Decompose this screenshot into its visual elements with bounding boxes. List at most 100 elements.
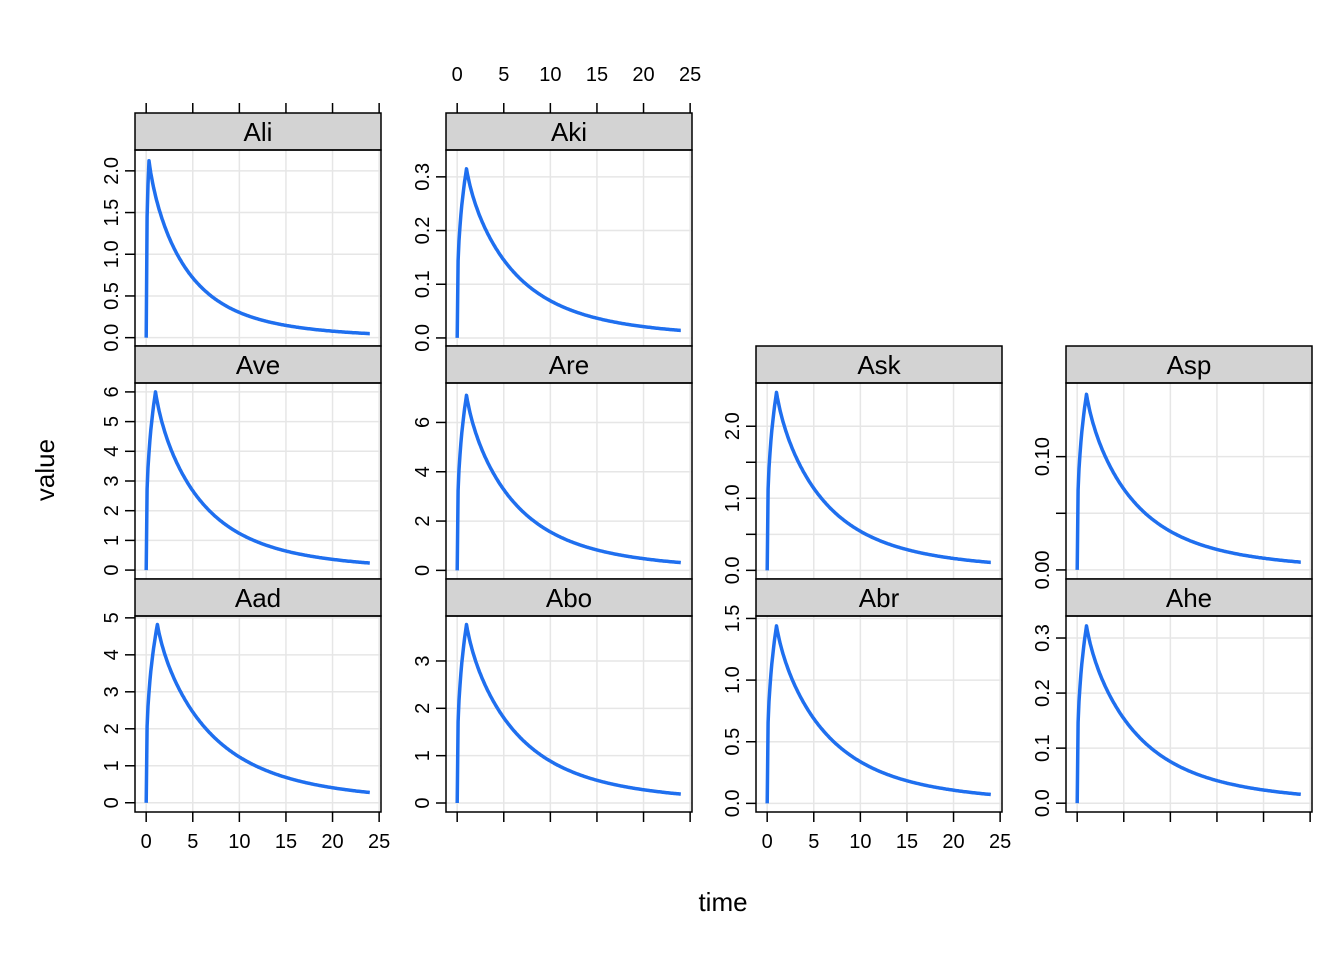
panel-frame xyxy=(755,615,1003,813)
y-tick-label: 4 xyxy=(101,649,123,660)
panel-title: Ali xyxy=(244,117,273,147)
panel-abr: Abr 0.0 0.5 1.0 1.5 0 5 10 15 20 25 xyxy=(722,578,1011,853)
x-tick-label: 25 xyxy=(368,831,390,853)
panel-abo: Abo 0 1 2 3 xyxy=(412,578,693,822)
panel-strip xyxy=(755,578,1003,617)
panel-frame xyxy=(1065,615,1313,813)
y-tick-label: 5 xyxy=(101,612,123,623)
y-tick-label: 0.0 xyxy=(722,789,744,817)
y-tick-label: 0 xyxy=(101,565,123,576)
panel-strip xyxy=(134,112,382,151)
y-tick-label: 1 xyxy=(412,750,434,761)
panel-frame xyxy=(1065,382,1313,580)
y-tick-label: 0.3 xyxy=(412,163,434,191)
y-tick-label: 1 xyxy=(101,760,123,771)
panel-strip xyxy=(445,578,693,617)
series-line xyxy=(144,159,371,338)
x-tick-label: 15 xyxy=(275,831,297,853)
y-tick-label: 2 xyxy=(412,516,434,527)
series-line xyxy=(144,622,371,803)
series-line xyxy=(1075,392,1302,570)
panel-title: Aki xyxy=(551,117,587,147)
y-tick-label: 1.0 xyxy=(101,240,123,268)
y-tick-label: 1.0 xyxy=(722,666,744,694)
y-tick-label: 0 xyxy=(412,565,434,576)
y-tick-label: 0.0 xyxy=(101,324,123,352)
panel-frame xyxy=(445,615,693,813)
panel-ahe: Ahe 0.0 0.1 0.2 0.3 xyxy=(1032,578,1313,822)
y-tick-label: 0.0 xyxy=(722,556,744,584)
x-tick-label: 15 xyxy=(586,64,608,86)
y-tick-label: 4 xyxy=(412,466,434,477)
x-tick-label: 10 xyxy=(539,64,561,86)
panel-title: Aad xyxy=(235,583,281,613)
y-tick-label: 0.1 xyxy=(412,270,434,298)
x-tick-label: 5 xyxy=(498,64,509,86)
y-tick-label: 2.0 xyxy=(101,157,123,185)
panel-title: Abr xyxy=(859,583,900,613)
panel-frame xyxy=(755,382,1003,580)
y-tick-label: 3 xyxy=(101,475,123,486)
panel-strip xyxy=(445,112,693,151)
panel-are: Are 0 2 4 6 xyxy=(412,345,693,580)
panel-ave: Ave 0 1 2 3 4 5 6 xyxy=(101,345,382,580)
y-tick-label: 1.5 xyxy=(101,199,123,227)
y-tick-label: 2 xyxy=(101,723,123,734)
panel-asp: Asp 0.00 0.10 xyxy=(1032,345,1313,589)
y-tick-label: 3 xyxy=(412,655,434,666)
y-tick-label: 0 xyxy=(101,797,123,808)
y-tick-label: 0.5 xyxy=(722,728,744,756)
x-tick-label: 10 xyxy=(228,831,250,853)
x-tick-label: 20 xyxy=(942,831,964,853)
y-axis-label: value xyxy=(30,439,60,501)
panel-title: Ave xyxy=(236,350,280,380)
y-tick-label: 5 xyxy=(101,416,123,427)
x-tick-label: 0 xyxy=(762,831,773,853)
panel-ask: Ask 0.0 1.0 2.0 xyxy=(722,345,1003,584)
x-tick-label: 10 xyxy=(849,831,871,853)
x-tick-label: 20 xyxy=(321,831,343,853)
y-tick-label: 0.10 xyxy=(1032,437,1054,476)
series-line xyxy=(765,390,992,571)
y-tick-label: 0.00 xyxy=(1032,550,1054,589)
x-tick-label: 5 xyxy=(187,831,198,853)
x-tick-label: 15 xyxy=(896,831,918,853)
y-tick-label: 2.0 xyxy=(722,412,744,440)
y-tick-label: 2 xyxy=(412,703,434,714)
panel-frame xyxy=(445,149,693,347)
y-tick-label: 0.2 xyxy=(1032,679,1054,707)
x-tick-label: 5 xyxy=(808,831,819,853)
panel-frame xyxy=(134,149,382,347)
series-line xyxy=(1075,624,1302,804)
panel-ali: Ali 0.0 0.5 1.0 1.5 2.0 xyxy=(101,103,382,352)
x-tick-label: 25 xyxy=(679,64,701,86)
y-tick-label: 0.5 xyxy=(101,282,123,310)
series-line xyxy=(455,393,682,571)
y-tick-label: 4 xyxy=(101,446,123,457)
y-tick-label: 0.3 xyxy=(1032,624,1054,652)
panel-strip xyxy=(445,345,693,384)
series-line xyxy=(765,624,992,804)
panel-aad: Aad 0 1 2 3 4 5 0 5 10 15 20 25 xyxy=(101,578,390,853)
y-tick-label: 6 xyxy=(412,417,434,428)
panel-title: Abo xyxy=(546,583,592,613)
panel-aki: Aki 0.0 0.1 0.2 0.3 0 5 10 15 20 25 xyxy=(412,64,701,352)
y-tick-label: 0 xyxy=(412,797,434,808)
panel-strip xyxy=(134,345,382,384)
y-tick-label: 0.2 xyxy=(412,217,434,245)
panel-title: Asp xyxy=(1167,350,1212,380)
y-tick-label: 3 xyxy=(101,686,123,697)
x-tick-label: 0 xyxy=(141,831,152,853)
y-tick-label: 0.0 xyxy=(1032,789,1054,817)
y-tick-label: 1.0 xyxy=(722,484,744,512)
series-line xyxy=(455,167,682,338)
x-tick-label: 25 xyxy=(989,831,1011,853)
series-line xyxy=(455,622,682,804)
y-tick-label: 1.5 xyxy=(722,605,744,633)
panel-frame xyxy=(134,615,382,813)
y-tick-label: 0.1 xyxy=(1032,734,1054,762)
panel-title: Ahe xyxy=(1166,583,1212,613)
panel-title: Ask xyxy=(857,350,901,380)
